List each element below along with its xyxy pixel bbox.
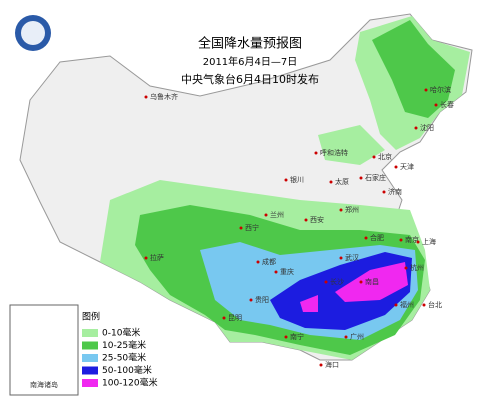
city-dot [144,95,148,99]
city-dot [434,103,438,107]
city-dot [414,126,418,130]
city-dot [422,303,426,307]
city-label: 银川 [290,175,304,184]
city-label: 成都 [262,257,276,266]
city-dot [394,165,398,169]
city-label: 天津 [400,163,414,171]
city-dot [314,151,318,155]
city-label: 拉萨 [150,253,164,262]
city-label: 北京 [378,152,392,161]
city-label: 昆明 [228,314,242,322]
city-label: 杭州 [410,263,424,272]
legend-label: 25-50毫米 [102,352,146,364]
rain-area-green [372,20,455,118]
city-dot [382,190,386,194]
city-label: 贵阳 [255,295,269,304]
city-label: 上海 [422,237,436,246]
city-label: 福州 [400,300,414,309]
city-dot [284,335,288,339]
city-label: 乌鲁木齐 [150,92,178,101]
rain-area-magenta [300,295,318,312]
city-dot [264,213,268,217]
city-dot [339,256,343,260]
city-dot [144,256,148,260]
city-label: 西宁 [245,223,259,232]
city-dot [359,280,363,284]
legend-swatch [82,366,98,375]
city-dot [424,88,428,92]
city-label: 石家庄 [365,173,386,182]
city-dot [359,176,363,180]
issuer: 中央气象台6月4日10时发布 [181,72,319,86]
city-label: 海口 [325,360,339,369]
city-dot [344,335,348,339]
city-label: 合肥 [370,233,384,242]
city-label: 南昌 [365,277,379,286]
city-label: 沈阳 [420,123,434,132]
city-dot [399,238,403,242]
city-dot [394,303,398,307]
period: 2011年6月4日—7日 [203,55,298,68]
legend-swatch [82,379,98,387]
legend-swatch [82,354,98,362]
city-label: 长春 [440,100,454,109]
city-label: 广州 [350,332,364,341]
city-dot [249,298,253,302]
city-label: 南京 [405,235,419,244]
city-label: 济南 [388,187,402,196]
inset-box [9,304,79,396]
city-dot [274,270,278,274]
city-label: 哈尔滨 [430,85,451,94]
legend-label: 100-120毫米 [102,377,158,389]
legend-swatch [82,341,98,350]
city-label: 兰州 [270,210,284,219]
city-dot [404,266,408,270]
logo-inner [21,21,45,45]
city-dot [304,218,308,222]
city-dot [372,155,376,159]
city-dot [284,178,288,182]
legend-title: 图例 [82,311,100,323]
city-label: 南宁 [290,332,304,341]
city-label: 呼和浩特 [320,148,348,157]
rain-area-light [318,125,385,165]
legend-label: 0-10毫米 [102,327,140,339]
legend-swatch [82,329,98,337]
city-dot [319,363,323,367]
city-label: 台北 [428,300,442,309]
city-dot [239,226,243,230]
city-dot [222,316,226,320]
city-dot [256,260,260,264]
city-dot [329,180,333,184]
city-dot [416,240,420,244]
city-label: 西安 [310,215,324,224]
city-label: 郑州 [345,206,359,214]
city-dot [339,208,343,212]
city-dot [324,280,328,284]
rain-area-magenta [335,262,408,302]
city-label: 太原 [335,177,349,186]
title: 全国降水量预报图 [198,36,302,52]
inset-label: 南海诸岛 [30,380,58,389]
city-label: 长沙 [330,277,344,286]
city-label: 武汉 [345,253,359,262]
legend-label: 50-100毫米 [102,364,152,376]
city-label: 重庆 [280,267,294,276]
legend-label: 10-25毫米 [102,339,146,351]
city-dot [364,236,368,240]
